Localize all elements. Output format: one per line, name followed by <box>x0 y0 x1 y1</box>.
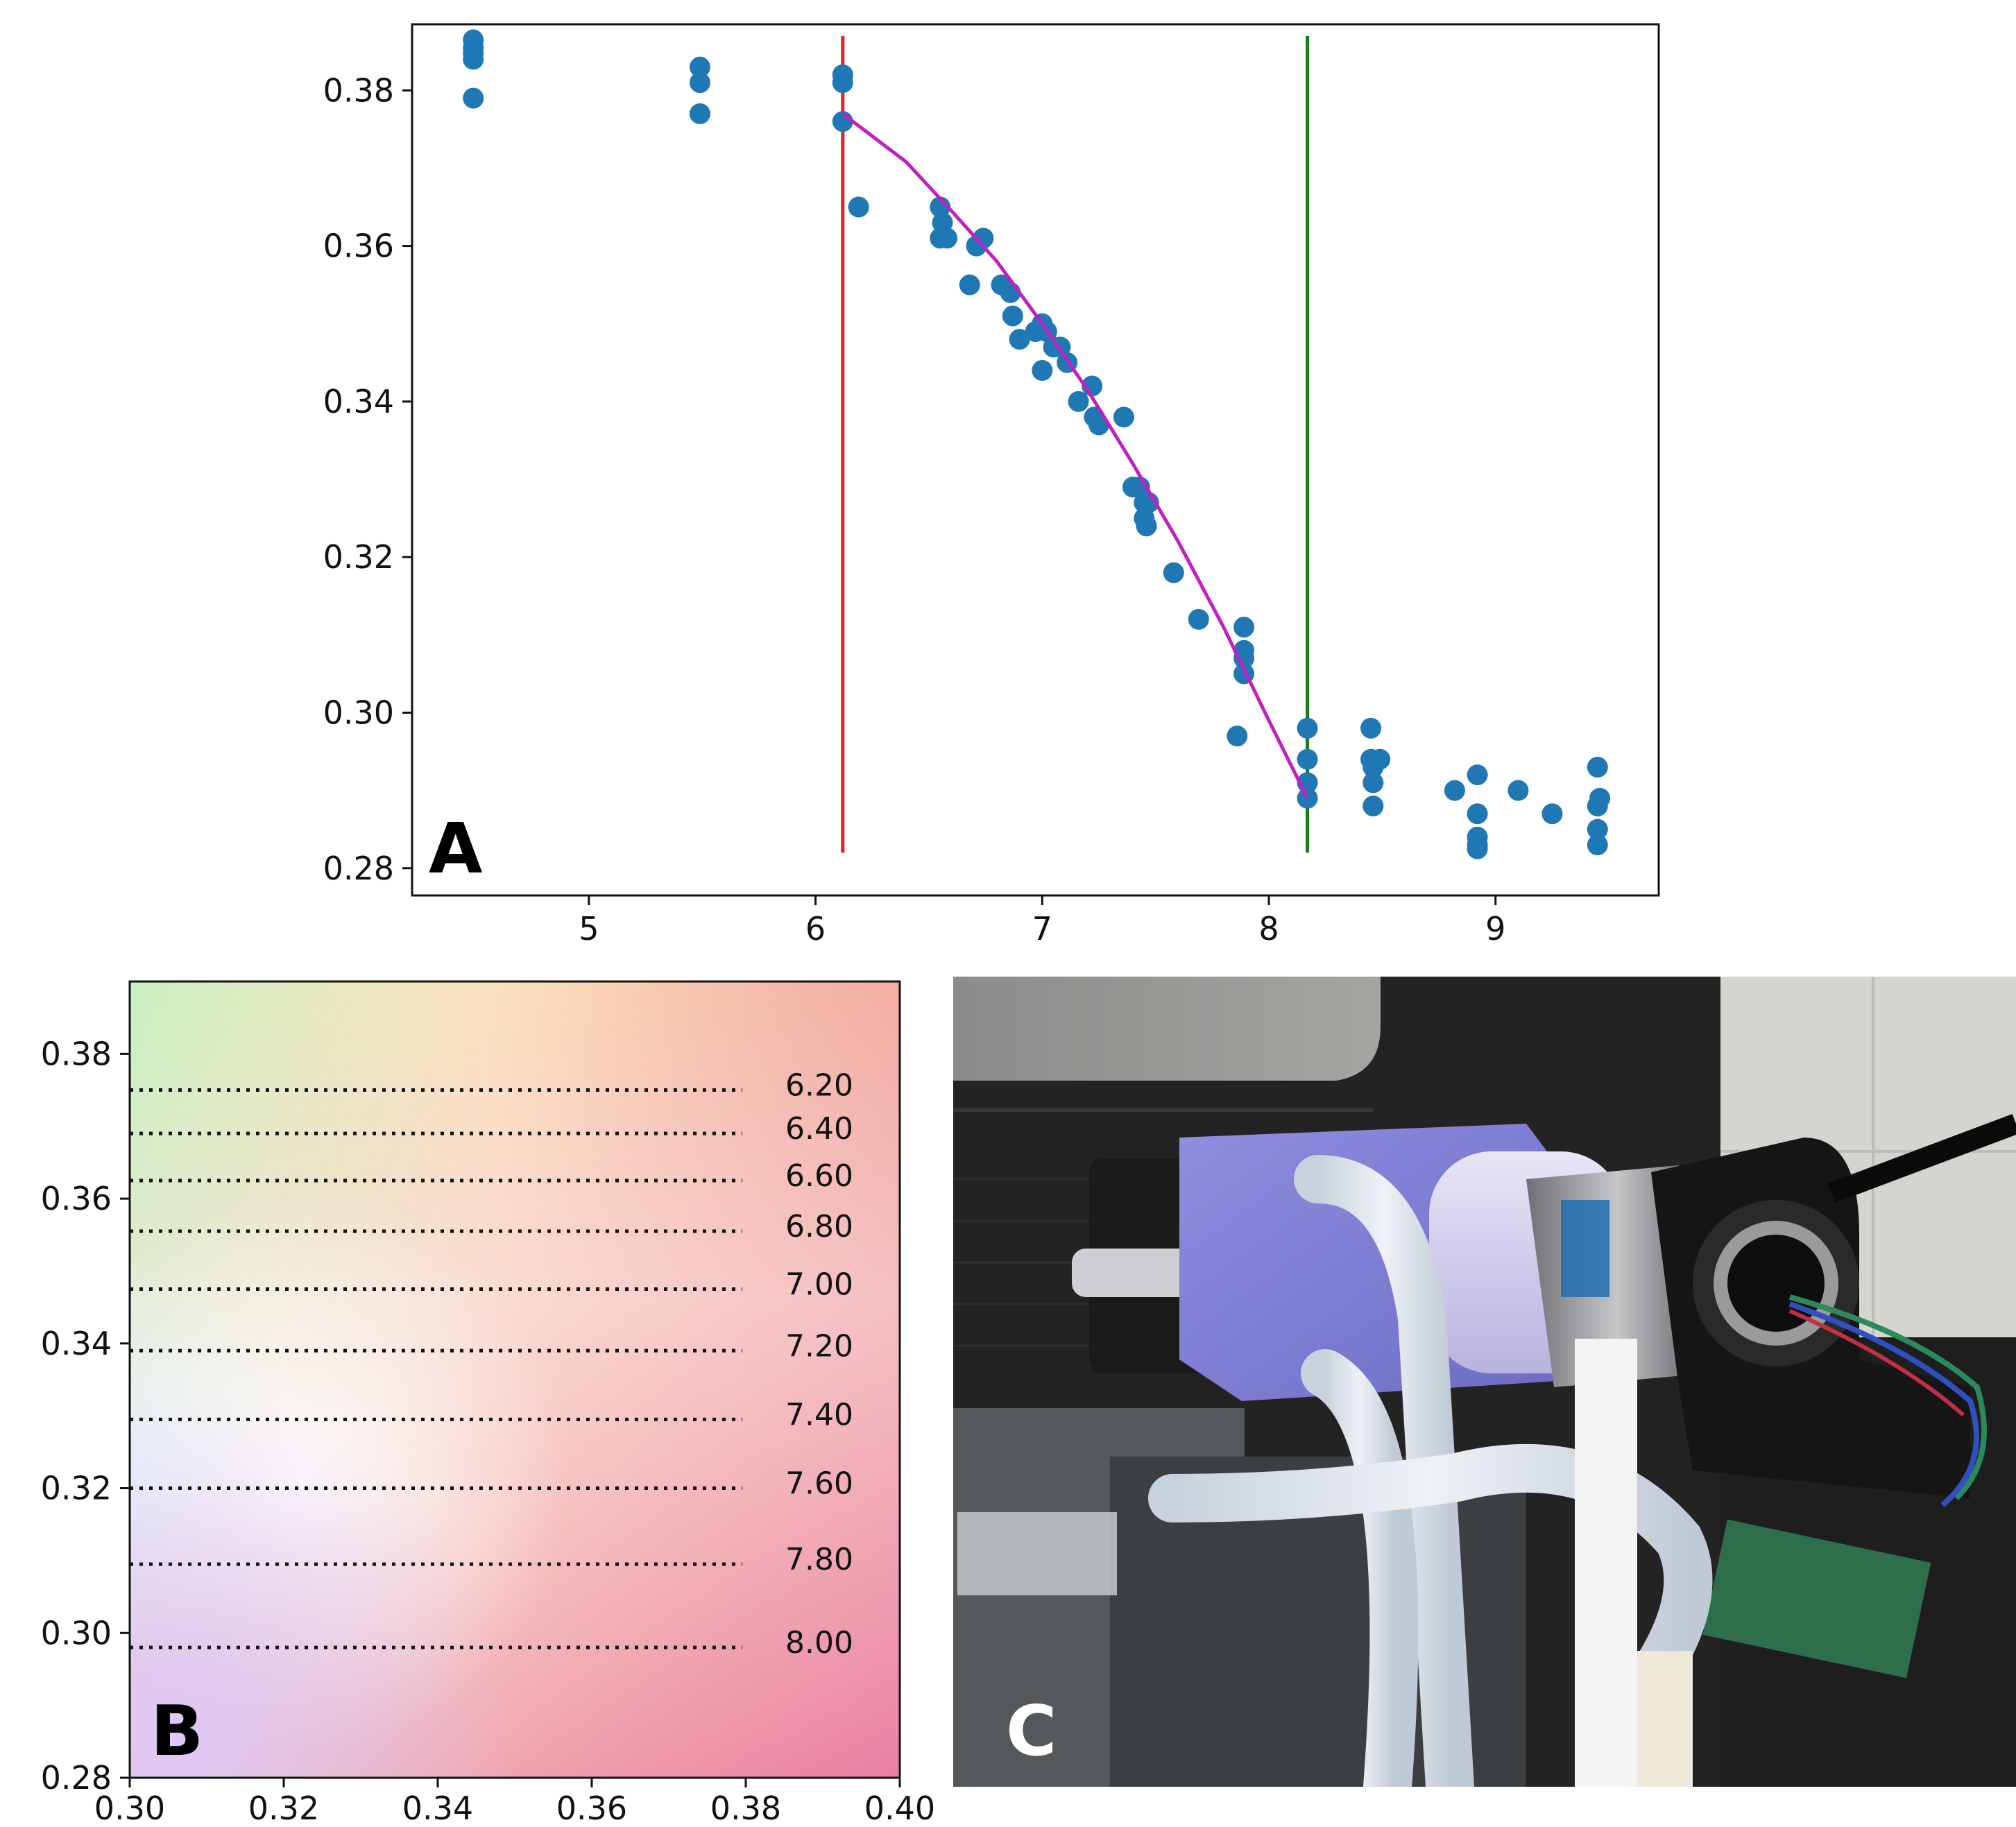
data-point <box>1233 617 1255 638</box>
data-point <box>1587 756 1608 778</box>
y-tick-label: 0.34 <box>41 1325 112 1362</box>
y-tick-label: 0.38 <box>41 1035 112 1072</box>
data-point <box>1467 838 1488 859</box>
level-label: 6.60 <box>785 1158 853 1194</box>
data-point <box>1068 391 1089 412</box>
data-point <box>1188 608 1209 630</box>
data-point <box>1163 562 1184 583</box>
y-tick-label: 0.38 <box>323 71 394 109</box>
data-point <box>1297 717 1318 739</box>
x-tick-label: 0.30 <box>94 1790 165 1827</box>
x-tick-label: 5 <box>579 910 599 947</box>
data-point <box>973 228 994 249</box>
data-point <box>1587 818 1608 840</box>
data-point <box>463 49 484 70</box>
y-tick-label: 0.32 <box>41 1470 112 1507</box>
level-label: 7.40 <box>785 1397 853 1432</box>
level-label: 7.80 <box>785 1542 853 1577</box>
panel-b-frame <box>128 980 901 1779</box>
x-tick-label: 6 <box>805 910 826 947</box>
y-tick-label: 0.28 <box>323 850 394 887</box>
data-point <box>463 87 484 109</box>
panel-a-frame <box>411 23 1660 897</box>
panel-a-letter: A <box>429 808 482 889</box>
panel-c-letter: C <box>1006 1690 1057 1772</box>
panel-b-letter: B <box>151 1690 203 1772</box>
data-point <box>1369 748 1391 770</box>
panel-b-axes: 0.30 0.32 0.34 0.36 0.38 0.400.280.300.320.34… <box>41 1035 936 1827</box>
data-point <box>1444 780 1465 801</box>
x-tick-label: 0.32 <box>248 1790 319 1827</box>
panel-a-axes: 5 6 7 8 9 0.28 0.30 0.32 0.34 0.36 0.38 <box>323 71 1506 947</box>
data-point <box>689 56 710 78</box>
y-tick-label: 0.36 <box>41 1180 112 1217</box>
panel-b-color-map: 6.20 6.40 6.60 6.80 7.00 7.20 7.40 7.60 7.80 8.00… <box>41 980 936 1827</box>
data-point <box>1136 515 1157 537</box>
data-point <box>1587 796 1608 817</box>
y-tick-label: 0.34 <box>323 383 394 420</box>
data-point <box>1032 360 1053 381</box>
x-tick-label: 0.38 <box>710 1790 781 1827</box>
data-point <box>1362 796 1384 817</box>
x-tick-label: 0.34 <box>402 1790 473 1827</box>
level-label: 6.40 <box>785 1111 853 1147</box>
x-tick-label: 7 <box>1032 910 1052 947</box>
fit-curve <box>842 112 1309 799</box>
panel-b-background <box>130 981 900 1778</box>
data-point <box>832 72 853 94</box>
data-point <box>1541 803 1563 825</box>
x-tick-label: 0.40 <box>864 1790 935 1827</box>
data-point <box>1297 787 1318 809</box>
level-label: 7.60 <box>785 1466 853 1502</box>
data-point <box>1587 834 1608 856</box>
data-point <box>1507 780 1529 801</box>
data-point <box>1009 329 1030 350</box>
x-tick-label: 8 <box>1258 910 1279 947</box>
data-point <box>1113 406 1134 428</box>
data-point <box>1297 748 1318 770</box>
x-tick-label: 9 <box>1485 910 1505 947</box>
data-point <box>959 274 980 295</box>
y-tick-label: 0.30 <box>323 694 394 731</box>
panel-b-level-lines: 6.20 6.40 6.60 6.80 7.00 7.20 7.40 7.60 7.80 8.00 <box>130 1068 853 1661</box>
data-point <box>1233 647 1255 669</box>
level-label: 6.20 <box>785 1068 853 1104</box>
data-point <box>1362 772 1384 794</box>
data-point <box>689 72 710 94</box>
y-tick-label: 0.30 <box>41 1614 112 1652</box>
data-point <box>1467 803 1488 825</box>
level-label: 7.20 <box>785 1328 853 1364</box>
data-point <box>689 103 710 124</box>
panel-a-scatter-chart: 5 6 7 8 9 0.28 0.30 0.32 0.34 0.36 0.38 A <box>323 23 1660 947</box>
level-label: 6.80 <box>785 1209 853 1244</box>
y-tick-label: 0.36 <box>323 228 394 265</box>
panel-c-photo: C <box>953 977 2016 1787</box>
data-point <box>1002 305 1023 327</box>
y-tick-label: 0.32 <box>323 538 394 576</box>
data-point <box>1467 764 1488 786</box>
data-point <box>937 228 958 249</box>
data-point <box>848 196 869 218</box>
level-label: 7.00 <box>785 1267 853 1303</box>
x-tick-label: 0.36 <box>556 1790 627 1827</box>
y-tick-label: 0.28 <box>41 1759 112 1796</box>
data-point <box>1227 726 1248 747</box>
level-label: 8.00 <box>785 1625 853 1661</box>
panel-a-marks <box>463 29 1611 859</box>
data-point <box>1360 717 1382 739</box>
